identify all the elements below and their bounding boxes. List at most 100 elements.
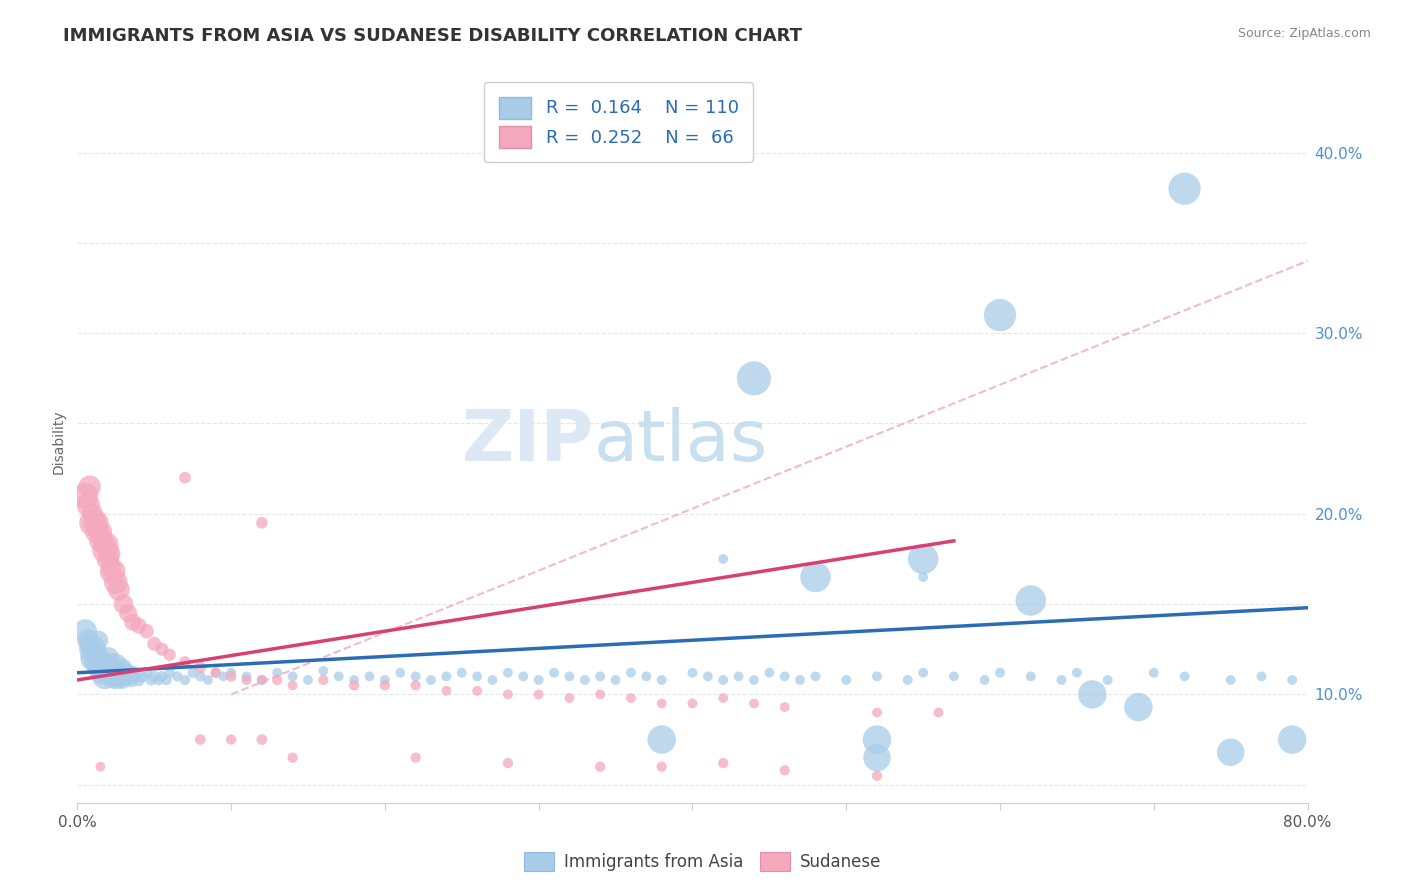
Point — [912, 570, 935, 584]
Point — [651, 760, 673, 774]
Point — [73, 489, 96, 503]
Point — [1281, 732, 1303, 747]
Point — [89, 660, 111, 674]
Point — [605, 673, 627, 687]
Point — [543, 665, 565, 680]
Point — [912, 665, 935, 680]
Point — [1281, 673, 1303, 687]
Point — [115, 669, 138, 683]
Point — [117, 606, 139, 620]
Point — [174, 471, 197, 485]
Point — [219, 665, 242, 680]
Point — [188, 732, 212, 747]
Point — [219, 732, 242, 747]
Point — [436, 683, 458, 698]
Point — [343, 673, 366, 687]
Point — [235, 669, 257, 683]
Point — [82, 642, 104, 657]
Point — [1097, 673, 1119, 687]
Point — [166, 669, 188, 683]
Point — [94, 542, 117, 557]
Point — [120, 673, 142, 687]
Point — [101, 565, 124, 579]
Point — [131, 669, 153, 683]
Point — [297, 673, 319, 687]
Point — [866, 750, 889, 764]
Point — [558, 669, 581, 683]
Point — [84, 516, 107, 530]
Point — [804, 570, 827, 584]
Point — [181, 665, 204, 680]
Point — [110, 664, 132, 678]
Point — [1066, 665, 1088, 680]
Point — [1219, 673, 1241, 687]
Point — [359, 669, 381, 683]
Text: Source: ZipAtlas.com: Source: ZipAtlas.com — [1237, 27, 1371, 40]
Point — [155, 673, 177, 687]
Point — [219, 669, 242, 683]
Point — [420, 673, 443, 687]
Point — [104, 575, 127, 590]
Point — [84, 655, 107, 669]
Point — [100, 664, 122, 678]
Point — [93, 533, 115, 548]
Point — [148, 673, 170, 687]
Point — [204, 665, 226, 680]
Point — [1143, 665, 1166, 680]
Point — [773, 700, 796, 714]
Point — [108, 582, 131, 597]
Point — [235, 673, 257, 687]
Point — [1019, 669, 1042, 683]
Point — [97, 660, 120, 674]
Point — [128, 619, 150, 633]
Point — [93, 655, 115, 669]
Point — [711, 552, 734, 566]
Point — [143, 637, 166, 651]
Point — [942, 669, 965, 683]
Point — [682, 697, 704, 711]
Point — [188, 669, 212, 683]
Point — [558, 691, 581, 706]
Point — [281, 669, 304, 683]
Point — [496, 756, 519, 770]
Point — [174, 673, 197, 687]
Point — [212, 669, 235, 683]
Point — [281, 678, 304, 692]
Point — [928, 706, 950, 720]
Point — [98, 547, 121, 561]
Point — [620, 691, 643, 706]
Point — [77, 498, 100, 512]
Point — [436, 669, 458, 683]
Point — [742, 673, 765, 687]
Point — [121, 665, 143, 680]
Point — [86, 660, 108, 674]
Point — [89, 760, 111, 774]
Point — [97, 552, 120, 566]
Point — [266, 665, 288, 680]
Point — [804, 669, 827, 683]
Point — [94, 660, 117, 674]
Point — [112, 597, 135, 611]
Legend: Immigrants from Asia, Sudanese: Immigrants from Asia, Sudanese — [516, 843, 890, 880]
Point — [128, 673, 150, 687]
Point — [117, 665, 139, 680]
Point — [835, 673, 858, 687]
Point — [773, 764, 796, 778]
Point — [711, 756, 734, 770]
Point — [343, 678, 366, 692]
Point — [405, 750, 427, 764]
Point — [96, 664, 118, 678]
Point — [405, 669, 427, 683]
Point — [159, 648, 181, 662]
Point — [90, 524, 114, 539]
Point — [374, 678, 396, 692]
Point — [197, 673, 219, 687]
Point — [141, 673, 163, 687]
Point — [789, 673, 811, 687]
Point — [758, 665, 780, 680]
Point — [101, 669, 124, 683]
Point — [77, 633, 100, 648]
Point — [651, 673, 673, 687]
Point — [84, 648, 107, 662]
Point — [100, 561, 122, 575]
